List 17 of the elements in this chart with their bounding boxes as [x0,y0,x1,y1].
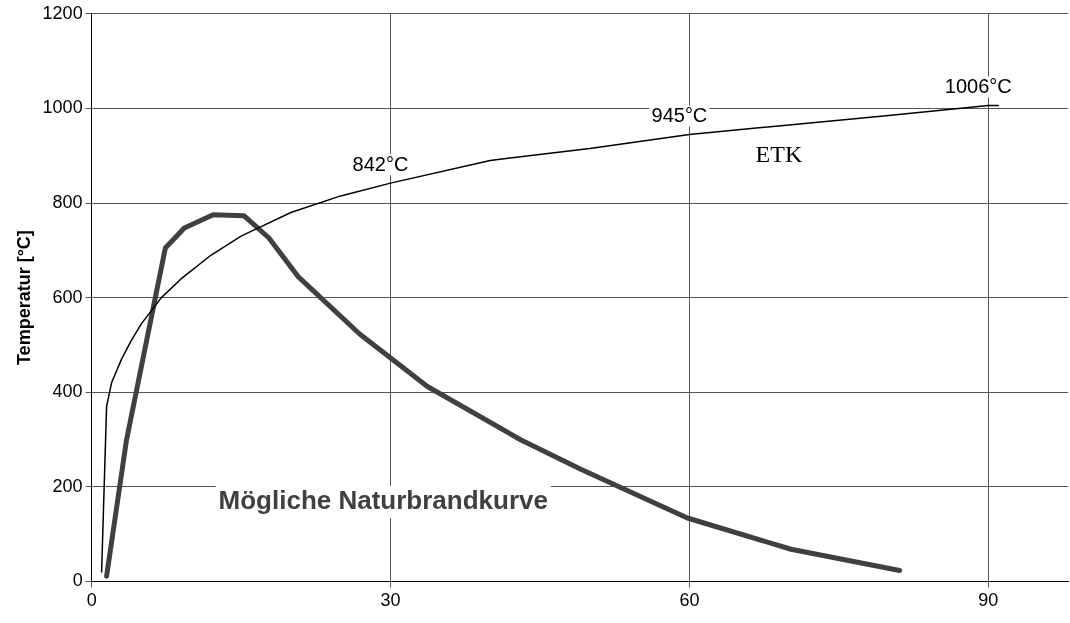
x-tick-label: 0 [86,590,97,611]
x-tick-label: 90 [978,590,999,611]
y-tick-label: 200 [52,475,83,496]
annotation: 945°C [651,103,708,126]
y-tick-label: 400 [52,381,83,402]
y-tick-label: 1000 [42,97,83,118]
y-tick-label: 0 [72,570,83,591]
x-tick-label: 30 [380,590,401,611]
annotation: 842°C [352,152,409,175]
y-tick-label: 800 [52,191,83,212]
annotation: 1006°C [944,75,1012,98]
series-label: ETK [755,141,803,167]
series-label: Mögliche Naturbrandkurve [218,485,548,516]
y-axis-title: Temperatur [°C] [13,230,34,366]
y-tick-label: 1200 [42,2,83,23]
x-tick-label: 60 [679,590,700,611]
y-tick-label: 600 [52,286,83,307]
